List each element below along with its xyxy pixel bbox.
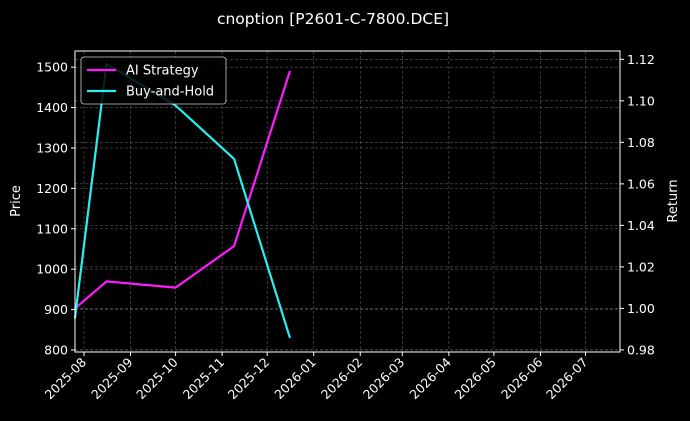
x-tick-label: 2026-03 — [360, 355, 408, 403]
x-tick-label: 2026-02 — [318, 355, 366, 403]
series-line-ai-strategy — [73, 70, 291, 310]
y-left-tick-label: 800 — [44, 342, 68, 357]
x-tick-label: 2025-09 — [88, 354, 136, 402]
y-right-tick-label: 1.02 — [627, 259, 655, 274]
y-left-tick-label: 1400 — [36, 100, 68, 115]
y-right-tick-label: 1.06 — [627, 176, 655, 191]
y-right-tick-label: 1.08 — [627, 135, 655, 150]
left-axis: 800 900 1000 1100 1200 1300 1400 1500 — [36, 60, 75, 357]
x-tick-label: 2026-01 — [271, 355, 319, 403]
y-right-tick-label: 1.04 — [627, 218, 655, 233]
x-tick-label: 2026-05 — [451, 355, 499, 403]
y-left-tick-label: 1100 — [36, 221, 68, 236]
grid — [75, 51, 620, 352]
y-right-tick-label: 0.98 — [627, 342, 655, 357]
y-axis-right-label: Return — [666, 179, 681, 222]
x-tick-label: 2026-06 — [498, 354, 546, 402]
y-right-tick-label: 1.12 — [627, 52, 655, 67]
y-left-tick-label: 1000 — [36, 262, 68, 277]
y-axis-left-label: Price — [9, 185, 24, 217]
x-tick-label: 2026-04 — [406, 354, 454, 402]
x-tick-label: 2025-11 — [180, 355, 228, 403]
series-lines — [73, 62, 291, 339]
series-line-buy-and-hold — [73, 62, 291, 339]
y-right-tick-label: 1.00 — [627, 301, 655, 316]
y-left-tick-label: 900 — [44, 302, 68, 317]
legend-box — [80, 56, 227, 105]
x-tick-label: 2025-12 — [225, 355, 273, 403]
y-left-tick-label: 1200 — [36, 181, 68, 196]
plot-frame — [74, 50, 621, 353]
chart-title: cnoption [P2601-C-7800.DCE] — [217, 10, 449, 28]
legend: AI Strategy Buy-and-Hold — [80, 56, 227, 105]
y-right-tick-label: 1.10 — [627, 93, 655, 108]
x-tick-label: 2026-07 — [543, 355, 591, 403]
right-axis: 0.98 1.00 1.02 1.04 1.06 1.08 1.10 1.12 — [620, 52, 655, 357]
y-left-tick-label: 1300 — [36, 140, 68, 155]
legend-label: Buy-and-Hold — [126, 85, 214, 100]
x-tick-label: 2025-08 — [42, 354, 90, 402]
x-tick-label: 2025-10 — [133, 354, 181, 402]
y-left-tick-label: 1500 — [36, 60, 68, 75]
legend-label: AI Strategy — [126, 64, 199, 79]
